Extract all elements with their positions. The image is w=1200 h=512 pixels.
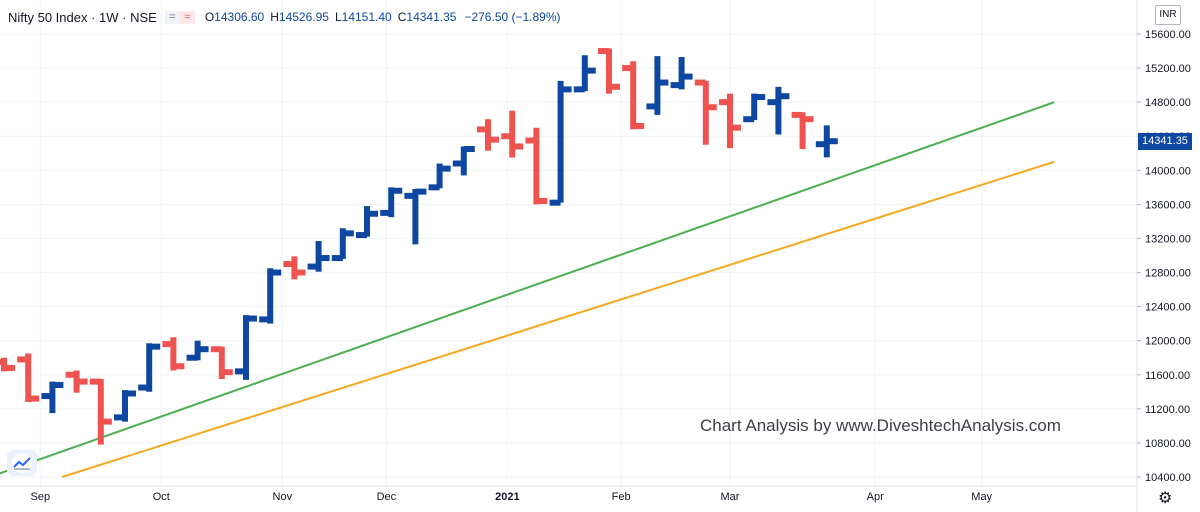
ohlc-bar [307,241,330,272]
currency-button[interactable]: INR [1155,5,1181,25]
x-tick-label: May [971,491,992,503]
ohlc-bar [719,93,741,149]
ohlc-bar [646,56,669,115]
ohlc-bar [452,146,475,176]
x-tick-label: Dec [377,491,397,503]
y-tick-label: 15600.00 [1145,29,1191,41]
ohlc-bar [404,188,427,245]
ohlc-bar [259,268,282,324]
x-tick-label: Sep [31,491,51,503]
ohlc-bar [186,340,209,361]
symbol-title[interactable]: Nifty 50 Index · 1W · NSE [8,9,157,25]
indicator-pill[interactable]: = ≈ [164,10,195,24]
chart-grid [0,0,1137,486]
close-value: C14341.35 [397,10,457,24]
last-price-label: 14341.35 [1138,133,1192,150]
approx-icon: ≈ [179,10,195,24]
ohlc-bar [694,79,717,145]
low-value: L14151.40 [334,10,392,24]
tradingview-logo-icon[interactable] [7,450,37,476]
y-tick-label: 13600.00 [1145,199,1191,211]
y-tick-label: 13200.00 [1145,233,1191,245]
x-tick-label: Mar [721,491,740,503]
x-tick-label: Nov [273,491,293,503]
y-tick-label: 15200.00 [1145,63,1191,75]
y-tick-label: 10800.00 [1145,438,1191,450]
ohlc-bar [815,125,838,158]
ohlc-bar [331,228,354,262]
trendlines [0,101,1055,478]
ohlc-bar [0,357,15,372]
x-tick-label: Feb [612,491,631,503]
ohlc-bar [549,80,572,206]
ohlc-bar [17,353,40,403]
ohlc-bar [283,256,306,280]
ohlc-bar [162,337,185,371]
open-value: O14306.60 [204,10,265,24]
y-tick-label: 11600.00 [1145,370,1190,382]
ohlc-bar [41,381,64,414]
y-tick-label: 10400.00 [1145,472,1191,484]
chart-legend: Nifty 50 Index · 1W · NSE = ≈ O14306.60 … [8,8,561,26]
y-tick-label: 14800.00 [1145,97,1191,109]
ohlc-bar [670,57,693,90]
time-axis: Sep Oct Nov Dec 2021 Feb Mar Apr May [31,491,993,503]
equals-icon: = [164,10,180,24]
ohlc-bar [598,48,620,94]
ohlc-bar [501,110,524,158]
ohlc-bar [767,86,790,135]
ohlc-bar [525,127,548,205]
watermark-text: Chart Analysis by www.DiveshtechAnalysis… [700,416,1061,435]
y-tick-label: 14000.00 [1145,165,1191,177]
ohlc-bar [235,315,257,380]
gear-icon[interactable]: ⚙ [1158,490,1173,507]
trendline [0,101,1055,475]
ohlc-bar [138,343,161,392]
ohlc-bar [791,111,814,150]
high-value: H14526.95 [270,10,329,24]
ohlc-bar [743,93,766,123]
ohlc-bar [477,119,499,151]
y-tick-label: 12000.00 [1145,336,1191,348]
ohlc-bar [380,187,403,218]
price-axis: 15600.0015200.0014800.0014400.0014000.00… [1137,29,1191,484]
ohlc-bar [114,390,136,422]
y-tick-label: 11200.00 [1145,404,1190,416]
ohlc-bar [65,370,88,393]
x-tick-label: 2021 [495,491,519,503]
y-tick-label: 12400.00 [1145,302,1191,314]
y-tick-label: 12800.00 [1145,268,1191,280]
ohlc-bar [428,163,451,191]
ohlc-bar [356,206,378,239]
ohlc-bar [573,55,596,93]
ohlc-bar [89,378,112,445]
trendline [61,160,1055,478]
x-tick-label: Apr [867,491,884,503]
ohlc-bars [0,48,838,445]
ohlc-bar [622,61,645,130]
x-tick-label: Oct [153,491,170,503]
change-value: −276.50 (−1.89%) [464,10,561,24]
ohlc-bar [210,346,233,380]
